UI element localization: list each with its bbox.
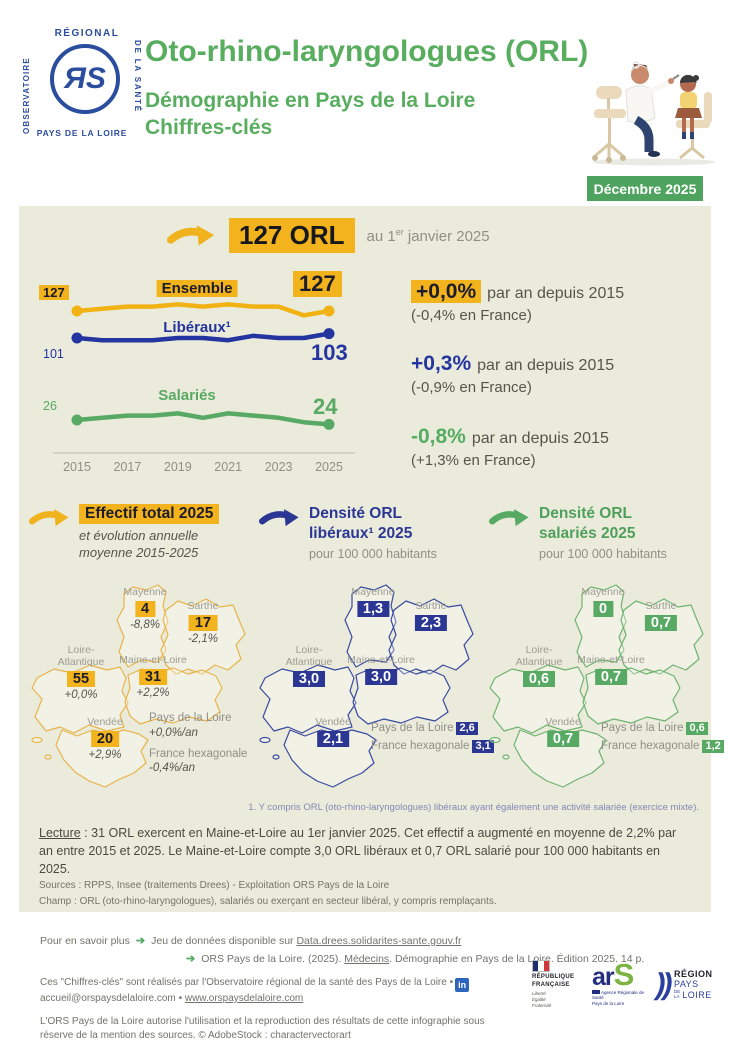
page-title: Oto-rhino-laryngologues (ORL) <box>145 35 589 68</box>
map-salaries-vendee: Vendée 0,7 <box>545 716 581 748</box>
headline: 127 ORL au 1er janvier 2025 <box>167 218 490 253</box>
lecture-note: Lecture : 31 ORL exercent en Maine-et-Lo… <box>39 826 677 877</box>
headline-value: 127 ORL <box>229 218 355 253</box>
section-densite-liberaux: Densité ORL libéraux¹ 2025 pour 100 000 … <box>259 504 437 561</box>
arrow-bullet-icon: ➔ <box>186 953 196 965</box>
map-liberaux-loire-atlantique: Loire-Atlantique 3,0 <box>285 644 333 688</box>
website-link[interactable]: www.orspaysdelaloire.com <box>184 993 304 1004</box>
partner-logos: RÉPUBLIQUE FRANÇAISE Liberté Égalité Frater… <box>532 957 713 1009</box>
stat-liberaux-france: (-0,9% en France) <box>411 379 532 396</box>
learn-more-label: Pour en savoir plus <box>40 935 130 947</box>
map-liberaux-sarthe: Sarthe 2,3 <box>414 600 448 632</box>
map-densite-liberaux: Mayenne 1,3 Sarthe 2,3 Loire-Atlantique … <box>255 580 494 808</box>
map-effectif-mayenne: Mayenne 4 -8,8% <box>123 586 167 632</box>
ensemble-start-value: 127 <box>39 285 69 300</box>
map-liberaux-vendee: Vendée 2,1 <box>315 716 351 748</box>
date-badge: Décembre 2025 <box>587 176 703 201</box>
salaries-start-value: 26 <box>43 399 57 413</box>
map-liberaux-region-note: Pays de la Loire 2,6 France hexagonale 3,1 <box>371 722 494 758</box>
ors-logo-monogram: ЯS <box>50 44 120 114</box>
salaries-end-value: 24 <box>313 394 338 419</box>
drees-data-link[interactable]: Data.drees.solidarites-sante.gouv.fr <box>296 935 462 947</box>
ors-logo-text-left: OBSERVATOIRE <box>22 57 31 134</box>
arrow-icon <box>259 509 299 527</box>
trend-chart-svg: 2015 2017 2019 2021 2023 2025 <box>53 302 355 474</box>
learn-more: Pour en savoir plus ➔ Jeu de données dis… <box>40 935 645 965</box>
doctor-patient-illustration <box>588 48 720 172</box>
region-logo-mark: )) <box>653 967 673 1001</box>
arrow-icon <box>29 509 69 527</box>
section-effectif-subtitle: et évolution annuelle moyenne 2015-2025 <box>79 528 199 560</box>
ors-logo-text-bottom: PAYS DE LA LOIRE <box>36 128 128 138</box>
ensemble-series-label: Ensemble <box>156 280 238 297</box>
french-flag-icon <box>532 960 550 972</box>
section-densite-liberaux-subtitle: pour 100 000 habitants <box>309 546 437 561</box>
republique-francaise-logo: RÉPUBLIQUE FRANÇAISE Liberté Égalité Frater… <box>532 960 582 1009</box>
stat-ensemble-value: +0,0% <box>411 280 482 303</box>
map-liberaux-maine-et-loire: Maine-et-Loire 3,0 <box>347 654 415 686</box>
section-densite-salaries-subtitle: pour 100 000 habitants <box>539 546 667 561</box>
main-panel: 127 ORL au 1er janvier 2025 2015 2017 2019… <box>19 206 724 912</box>
credits: Ces "Chiffres-clés" sont réalisés par l'… <box>40 976 518 1044</box>
sources-note: Sources : RPPS, Insee (traitements Drees… <box>39 880 390 891</box>
stat-salaries-value: -0,8% <box>411 425 466 448</box>
region-pays-de-la-loire-logo: )) RÉGION PAYS DE LA LOIRE <box>653 967 713 1001</box>
page-subtitle: Démographie en Pays de la Loire <box>145 88 476 112</box>
stat-salaries: -0,8% par an depuis 2015 (+1,3% en France… <box>411 425 609 469</box>
svg-text:2025: 2025 <box>315 460 343 474</box>
page-subtitle-2: Chiffres-clés <box>145 116 273 140</box>
map-densite-salaries: Mayenne 0 Sarthe 0,7 Loire-Atlantique 0,… <box>485 580 724 808</box>
ors-logo-text-right: DE LA SANTÉ <box>133 40 142 113</box>
linkedin-icon[interactable]: in <box>455 978 470 992</box>
section-densite-salaries-title: Densité ORL salariés 2025 <box>539 505 636 542</box>
map-effectif: Mayenne 4 -8,8% Sarthe 17 -2,1% Loire-At… <box>27 580 252 808</box>
contact-email[interactable]: accueil@orspaysdelaloire.com <box>40 993 176 1004</box>
map-effectif-maine-et-loire: Maine-et-Loire 31 +2,2% <box>119 654 187 700</box>
map-effectif-region-note: Pays de la Loire +0,0%/an France hexagon… <box>149 712 248 775</box>
ors-logo: RÉGIONAL OBSERVATOIRE DE LA SANTÉ ЯS PAY… <box>20 28 144 142</box>
stat-salaries-france: (+1,3% en France) <box>411 452 536 469</box>
map-effectif-sarthe: Sarthe 17 -2,1% <box>187 600 219 646</box>
map-salaries-loire-atlantique: Loire-Atlantique 0,6 <box>515 644 563 688</box>
champ-note: Champ : ORL (oto-rhino-laryngologues), s… <box>39 896 497 907</box>
section-effectif: Effectif total 2025 et évolution annuell… <box>29 504 220 561</box>
arrow-icon <box>489 509 529 527</box>
liberaux-start-value: 101 <box>43 347 64 361</box>
svg-text:2017: 2017 <box>113 460 141 474</box>
ors-logo-text-top: RÉGIONAL <box>54 28 120 39</box>
stat-liberaux-value: +0,3% <box>411 352 472 375</box>
liberaux-end-value: 103 <box>311 340 348 365</box>
section-densite-salaries: Densité ORL salariés 2025 pour 100 000 h… <box>489 504 667 561</box>
stat-ensemble-france: (-0,4% en France) <box>411 307 532 324</box>
map-salaries-maine-et-loire: Maine-et-Loire 0,7 <box>577 654 645 686</box>
medecins-link[interactable]: Médecins <box>344 953 390 965</box>
map-effectif-vendee: Vendée 20 +2,9% <box>87 716 123 762</box>
svg-text:2019: 2019 <box>164 460 192 474</box>
ensemble-end-value: 127 <box>293 271 342 297</box>
liberaux-series-label: Libéraux¹ <box>163 319 231 336</box>
section-effectif-title: Effectif total 2025 <box>79 504 220 524</box>
svg-text:2021: 2021 <box>214 460 242 474</box>
map-liberaux-mayenne: Mayenne 1,3 <box>351 586 395 618</box>
footnote: 1. Y compris ORL (oto-rhino-laryngologue… <box>248 802 699 813</box>
trend-chart: 2015 2017 2019 2021 2023 2025 127 Ensemble 12… <box>37 270 369 482</box>
section-densite-liberaux-title: Densité ORL libéraux¹ 2025 <box>309 505 413 542</box>
salaries-series-label: Salariés <box>158 387 216 404</box>
stat-liberaux: +0,3% par an depuis 2015 (-0,9% en France… <box>411 352 615 396</box>
stat-ensemble: +0,0% par an depuis 2015 (-0,4% en France… <box>411 280 625 324</box>
reproduction-note: L'ORS Pays de la Loire autorise l'utilis… <box>40 1015 485 1042</box>
map-salaries-region-note: Pays de la Loire 0,6 France hexagonale 1,2 <box>601 722 724 758</box>
svg-text:2015: 2015 <box>63 460 91 474</box>
header-titles: Oto-rhino-laryngologues (ORL) Démographi… <box>145 36 605 141</box>
map-salaries-mayenne: Mayenne 0 <box>581 586 625 618</box>
arrow-icon <box>167 224 215 246</box>
map-effectif-loire-atlantique: Loire-Atlantique 55 +0,0% <box>57 644 105 702</box>
arrow-bullet-icon: ➔ <box>135 935 146 947</box>
svg-text:2023: 2023 <box>265 460 293 474</box>
headline-date: au 1er janvier 2025 <box>366 226 490 245</box>
map-salaries-sarthe: Sarthe 0,7 <box>644 600 678 632</box>
ars-logo: arS Agence Régionale de Santé Pays de la … <box>592 957 645 1007</box>
